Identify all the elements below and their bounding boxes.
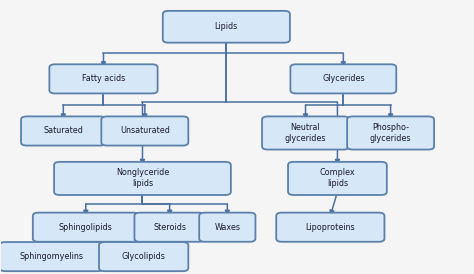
FancyBboxPatch shape (199, 213, 255, 242)
Text: Neutral
glycerides: Neutral glycerides (285, 123, 326, 143)
FancyBboxPatch shape (101, 116, 188, 145)
FancyBboxPatch shape (135, 213, 205, 242)
Text: Nonglyceride
lipids: Nonglyceride lipids (116, 169, 169, 189)
FancyBboxPatch shape (288, 162, 387, 195)
FancyBboxPatch shape (0, 242, 103, 271)
Text: Steroids: Steroids (153, 223, 186, 232)
Text: Complex
lipids: Complex lipids (319, 169, 355, 189)
Text: Glycolipids: Glycolipids (122, 252, 165, 261)
Text: Saturated: Saturated (44, 127, 83, 135)
Text: Lipoproteins: Lipoproteins (306, 223, 355, 232)
FancyBboxPatch shape (33, 213, 139, 242)
Text: Sphingomyelins: Sphingomyelins (19, 252, 83, 261)
FancyBboxPatch shape (49, 64, 157, 93)
Text: Waxes: Waxes (214, 223, 240, 232)
Text: Lipids: Lipids (215, 22, 238, 31)
FancyBboxPatch shape (99, 242, 188, 271)
FancyBboxPatch shape (54, 162, 231, 195)
FancyBboxPatch shape (262, 116, 349, 150)
FancyBboxPatch shape (163, 11, 290, 43)
FancyBboxPatch shape (21, 116, 106, 145)
Text: Fatty acids: Fatty acids (82, 74, 125, 83)
FancyBboxPatch shape (291, 64, 396, 93)
Text: Sphingolipids: Sphingolipids (59, 223, 113, 232)
Text: Glycerides: Glycerides (322, 74, 365, 83)
Text: Unsaturated: Unsaturated (120, 127, 170, 135)
FancyBboxPatch shape (347, 116, 434, 150)
Text: Phospho-
glycerides: Phospho- glycerides (370, 123, 411, 143)
FancyBboxPatch shape (276, 213, 384, 242)
